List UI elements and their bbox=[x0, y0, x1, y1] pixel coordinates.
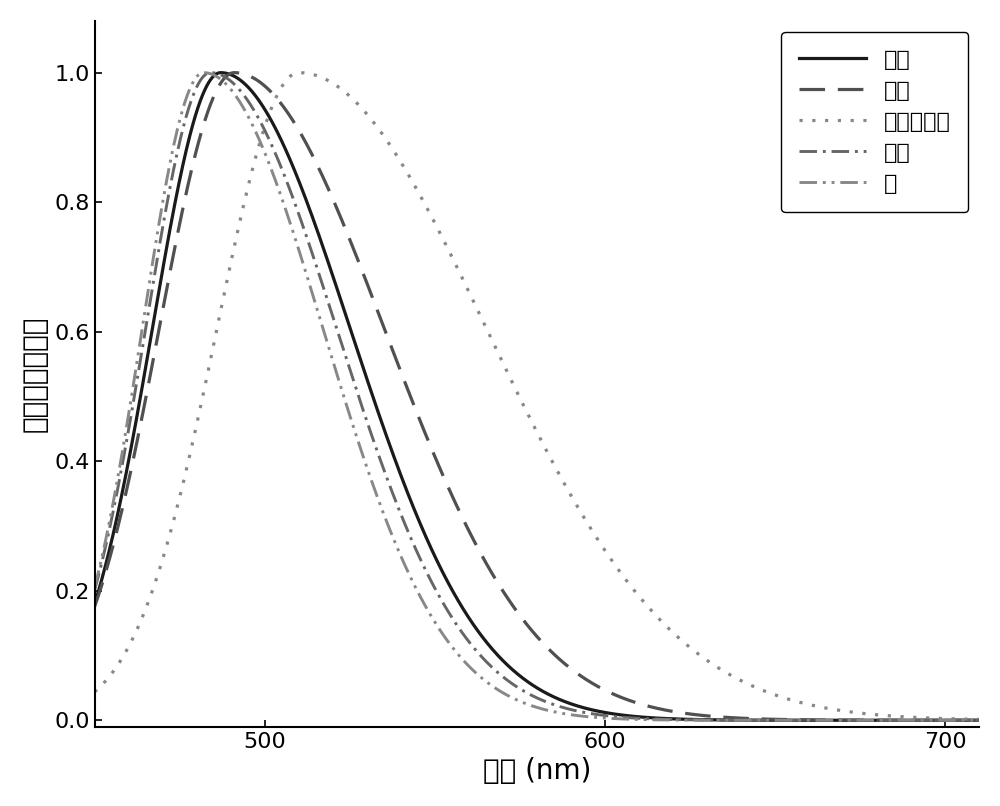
Line: 二甲基亚砜: 二甲基亚砜 bbox=[61, 73, 1000, 720]
水 bbox=[433, 624, 445, 634]
Line: 乙腈: 乙腈 bbox=[61, 73, 1000, 721]
水 bbox=[916, 716, 928, 725]
氯仿 bbox=[476, 551, 488, 561]
氯仿 bbox=[226, 69, 238, 78]
乙醇 bbox=[167, 167, 179, 177]
二甲基亚砜 bbox=[293, 68, 305, 77]
X-axis label: 波长 (nm): 波长 (nm) bbox=[483, 757, 591, 785]
乙腈 bbox=[916, 716, 928, 725]
乙腈 bbox=[433, 561, 445, 571]
乙醇 bbox=[226, 77, 238, 87]
乙腈 bbox=[55, 675, 67, 684]
乙醇 bbox=[476, 652, 488, 662]
乙醇 bbox=[55, 671, 67, 681]
氯仿 bbox=[228, 68, 240, 77]
乙腈 bbox=[226, 70, 238, 80]
水 bbox=[226, 86, 238, 96]
氯仿 bbox=[55, 671, 67, 681]
氯仿 bbox=[916, 716, 928, 725]
二甲基亚砜 bbox=[226, 253, 238, 263]
氯仿 bbox=[433, 462, 445, 472]
二甲基亚砜 bbox=[476, 314, 488, 324]
乙腈 bbox=[476, 632, 488, 642]
水 bbox=[197, 68, 209, 77]
乙醇 bbox=[204, 68, 216, 77]
Line: 氯仿: 氯仿 bbox=[61, 73, 1000, 721]
水 bbox=[476, 674, 488, 683]
二甲基亚砜 bbox=[433, 227, 445, 237]
水 bbox=[55, 673, 67, 683]
Line: 乙醇: 乙醇 bbox=[61, 73, 1000, 721]
Line: 水: 水 bbox=[61, 73, 1000, 721]
二甲基亚砜 bbox=[55, 706, 67, 716]
水 bbox=[167, 143, 179, 152]
乙醇 bbox=[916, 716, 928, 725]
氯仿 bbox=[167, 251, 179, 260]
乙腈 bbox=[215, 68, 227, 77]
二甲基亚砜 bbox=[916, 713, 928, 723]
二甲基亚砜 bbox=[167, 517, 179, 527]
乙腈 bbox=[167, 207, 179, 217]
Y-axis label: 归一化荧光强度: 归一化荧光强度 bbox=[21, 316, 49, 432]
乙醇 bbox=[433, 592, 445, 601]
Legend: 乙腈, 氯仿, 二甲基亚砜, 乙醇, 水: 乙腈, 氯仿, 二甲基亚砜, 乙醇, 水 bbox=[781, 32, 968, 212]
